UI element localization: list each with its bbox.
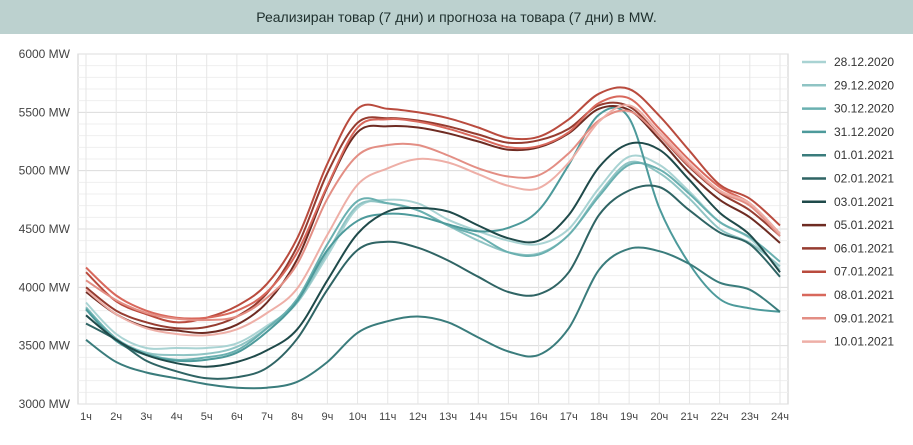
legend-label: 29.12.2020 [834, 78, 894, 92]
legend-label: 03.01.2021 [834, 195, 894, 209]
y-tick-label: 4000 MW [19, 280, 71, 294]
series-line-08.01.2021 [85, 95, 781, 320]
x-tick-label: 23ч [741, 411, 759, 423]
legend-label: 09.01.2021 [834, 311, 894, 325]
y-tick-label: 5000 MW [19, 164, 71, 178]
x-tick-label: 10ч [349, 411, 367, 423]
x-tick-label: 24ч [771, 411, 789, 423]
series-line-01.01.2021 [85, 246, 781, 390]
legend-label: 30.12.2020 [834, 102, 894, 116]
y-tick-label: 4500 MW [19, 222, 71, 236]
x-tick-label: 7ч [261, 411, 273, 423]
chart-title-bar: Реализиран товар (7 дни) и прогноза на т… [0, 0, 913, 34]
x-tick-label: 8ч [291, 411, 303, 423]
series-line-03.01.2021 [85, 141, 781, 368]
y-axis-ticks: 3000 MW 3500 MW 4000 MW 4500 MW 5000 MW 5500 … [19, 47, 71, 411]
y-tick-label: 3000 MW [19, 397, 71, 411]
x-tick-label: 17ч [560, 411, 578, 423]
series-line-28.12.2020 [85, 154, 781, 351]
legend-label: 02.01.2021 [834, 172, 894, 186]
chart-title: Реализиран товар (7 дни) и прогноза на т… [256, 9, 657, 25]
x-tick-label: 18ч [590, 411, 608, 423]
x-tick-label: 4ч [171, 411, 183, 423]
legend-label: 05.01.2021 [834, 218, 894, 232]
legend-label: 28.12.2020 [834, 55, 894, 69]
x-tick-label: 22ч [711, 411, 729, 423]
series-line-02.01.2021 [85, 184, 781, 380]
series-line-31.12.2020 [85, 106, 781, 363]
series-group [85, 86, 781, 390]
series-line-09.01.2021 [85, 109, 781, 322]
legend-label: 08.01.2021 [834, 288, 894, 302]
x-tick-label: 16ч [530, 411, 548, 423]
x-tick-label: 14ч [469, 411, 487, 423]
x-tick-label: 13ч [439, 411, 457, 423]
x-tick-label: 9ч [321, 411, 333, 423]
x-tick-label: 20ч [650, 411, 668, 423]
legend-label: 01.01.2021 [834, 148, 894, 162]
y-tick-label: 6000 MW [19, 47, 71, 61]
x-tick-label: 3ч [140, 411, 152, 423]
legend-label: 07.01.2021 [834, 265, 894, 279]
x-tick-label: 21ч [680, 411, 698, 423]
x-tick-label: 19ч [620, 411, 638, 423]
x-tick-label: 1ч [80, 411, 92, 423]
legend-label: 06.01.2021 [834, 241, 894, 255]
x-tick-label: 6ч [231, 411, 243, 423]
series-line-30.12.2020 [85, 161, 781, 361]
series-line-10.01.2021 [85, 104, 781, 337]
y-tick-label: 5500 MW [19, 105, 71, 119]
grid [78, 53, 788, 405]
x-tick-label: 12ч [409, 411, 427, 423]
y-tick-label: 3500 MW [19, 339, 71, 353]
x-tick-label: 15ч [499, 411, 517, 423]
x-tick-label: 11ч [379, 411, 396, 423]
series-line-05.01.2021 [85, 105, 781, 335]
x-tick-label: 5ч [201, 411, 213, 423]
legend-label: 31.12.2020 [834, 125, 894, 139]
x-tick-label: 2ч [110, 411, 122, 423]
x-axis-ticks: 1ч 2ч 3ч 4ч 5ч 6ч 7ч 8ч 9ч 10ч 11ч 12ч 13ч 14ч 15ч 16ч 1… [80, 411, 789, 423]
legend-label: 10.01.2021 [834, 335, 894, 349]
legend: 28.12.2020 29.12.2020 30.12.2020 31.12.2020… [802, 55, 894, 349]
